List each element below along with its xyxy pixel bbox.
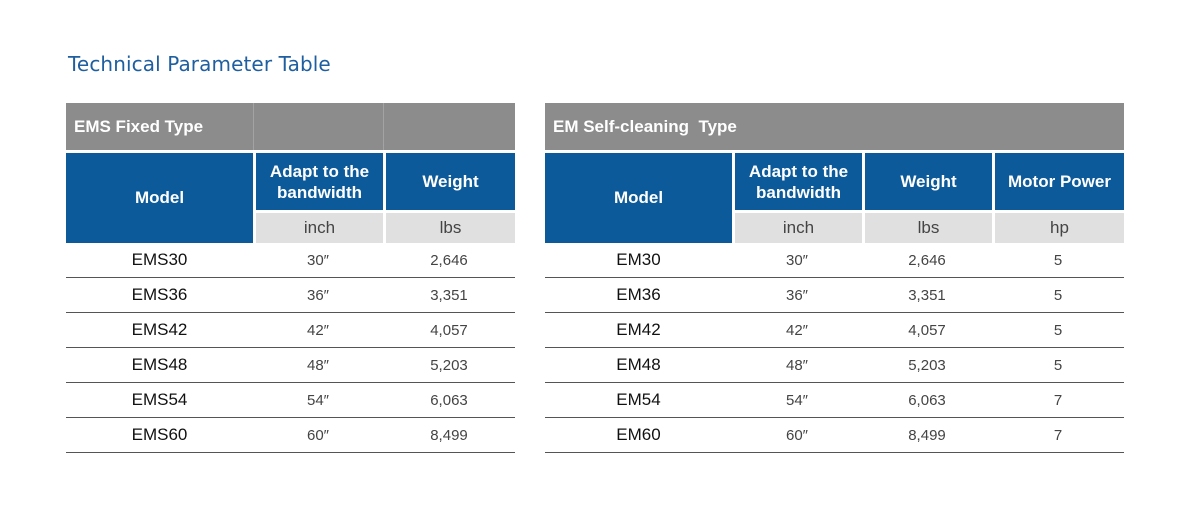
cell-bandwidth: 30″ <box>307 251 329 269</box>
em-self-cleaning-type-table: EM Self-cleaning Type Model Adapt to the… <box>545 103 1124 453</box>
table-row: EM30 30″ 2,646 5 <box>545 243 1124 278</box>
band-divider <box>383 103 384 150</box>
cell-motor-power: 5 <box>1053 356 1063 374</box>
table-row: EM42 42″ 4,057 5 <box>545 313 1124 348</box>
cell-model: EMS48 <box>131 355 188 374</box>
cell-weight: 3,351 <box>908 286 946 304</box>
cell-bandwidth: 48″ <box>786 356 808 374</box>
table-title-band: EM Self-cleaning Type <box>545 103 1124 150</box>
table-row: EMS36 36″ 3,351 <box>66 278 515 313</box>
table-row: EMS60 60″ 8,499 <box>66 418 515 453</box>
unit-weight: lbs <box>865 213 992 243</box>
cell-motor-power: 5 <box>1053 286 1063 304</box>
table-title: EM Self-cleaning Type <box>553 117 737 136</box>
cell-model: EMS30 <box>131 250 188 269</box>
unit-bandwidth: inch <box>256 213 383 243</box>
table-body: EM30 30″ 2,646 5 EM36 36″ 3,351 5 EM42 42″ 4,057 5 E… <box>545 243 1124 453</box>
unit-motor-power: hp <box>995 213 1124 243</box>
header-weight: Weight <box>386 153 515 210</box>
cell-bandwidth: 60″ <box>786 426 808 444</box>
table-row: EM36 36″ 3,351 5 <box>545 278 1124 313</box>
cell-bandwidth: 48″ <box>307 356 329 374</box>
cell-motor-power: 5 <box>1053 321 1063 339</box>
header-motor-power: Motor Power <box>995 153 1124 210</box>
header-motor-power-group: Motor Power hp <box>995 153 1124 243</box>
header-weight-group: Weight lbs <box>865 153 992 243</box>
cell-model: EM54 <box>616 390 661 409</box>
header-bandwidth: Adapt to the bandwidth <box>735 153 862 210</box>
cell-model: EMS42 <box>131 320 188 339</box>
table-header: Model Adapt to the bandwidth inch Weight… <box>66 153 515 243</box>
unit-bandwidth: inch <box>735 213 862 243</box>
header-model: Model <box>545 153 732 243</box>
cell-model: EM30 <box>616 250 661 269</box>
cell-bandwidth: 36″ <box>786 286 808 304</box>
table-title-band: EMS Fixed Type <box>66 103 515 150</box>
table-row: EMS42 42″ 4,057 <box>66 313 515 348</box>
table-row: EMS54 54″ 6,063 <box>66 383 515 418</box>
table-title: EMS Fixed Type <box>74 117 204 136</box>
band-divider <box>253 103 254 150</box>
cell-weight: 6,063 <box>430 391 468 409</box>
cell-model: EM48 <box>616 355 661 374</box>
table-header: Model Adapt to the bandwidth inch Weight… <box>545 153 1124 243</box>
cell-model: EMS54 <box>131 390 188 409</box>
header-model: Model <box>66 153 253 243</box>
cell-weight: 2,646 <box>430 251 468 269</box>
table-body: EMS30 30″ 2,646 EMS36 36″ 3,351 EMS42 42″ 4,057 E… <box>66 243 515 453</box>
cell-weight: 5,203 <box>908 356 946 374</box>
cell-weight: 6,063 <box>908 391 946 409</box>
cell-model: EMS36 <box>131 285 188 304</box>
cell-weight: 8,499 <box>430 426 468 444</box>
header-bandwidth-group: Adapt to the bandwidth inch <box>735 153 862 243</box>
page-title: Technical Parameter Table <box>68 52 331 76</box>
cell-model: EM42 <box>616 320 661 339</box>
table-row: EMS48 48″ 5,203 <box>66 348 515 383</box>
header-weight: Weight <box>865 153 992 210</box>
cell-model: EM60 <box>616 425 661 444</box>
cell-weight: 8,499 <box>908 426 946 444</box>
cell-bandwidth: 42″ <box>307 321 329 339</box>
cell-motor-power: 5 <box>1053 251 1063 269</box>
table-row: EM54 54″ 6,063 7 <box>545 383 1124 418</box>
table-row: EMS30 30″ 2,646 <box>66 243 515 278</box>
cell-model: EM36 <box>616 285 661 304</box>
ems-fixed-type-table: EMS Fixed Type Model Adapt to the bandwi… <box>66 103 515 453</box>
cell-weight: 3,351 <box>430 286 468 304</box>
cell-bandwidth: 30″ <box>786 251 808 269</box>
cell-weight: 5,203 <box>430 356 468 374</box>
cell-bandwidth: 60″ <box>307 426 329 444</box>
cell-bandwidth: 54″ <box>786 391 808 409</box>
cell-weight: 4,057 <box>430 321 468 339</box>
cell-bandwidth: 42″ <box>786 321 808 339</box>
cell-motor-power: 7 <box>1053 426 1063 444</box>
header-bandwidth: Adapt to the bandwidth <box>256 153 383 210</box>
header-bandwidth-group: Adapt to the bandwidth inch <box>256 153 383 243</box>
cell-weight: 4,057 <box>908 321 946 339</box>
cell-bandwidth: 36″ <box>307 286 329 304</box>
header-weight-group: Weight lbs <box>386 153 515 243</box>
cell-weight: 2,646 <box>908 251 946 269</box>
table-row: EM60 60″ 8,499 7 <box>545 418 1124 453</box>
cell-bandwidth: 54″ <box>307 391 329 409</box>
unit-weight: lbs <box>386 213 515 243</box>
table-row: EM48 48″ 5,203 5 <box>545 348 1124 383</box>
cell-motor-power: 7 <box>1053 391 1063 409</box>
cell-model: EMS60 <box>131 425 188 444</box>
